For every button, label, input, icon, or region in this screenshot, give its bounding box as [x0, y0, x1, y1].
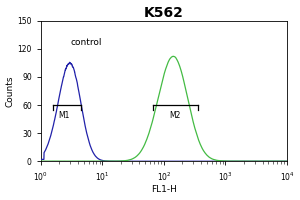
- Title: K562: K562: [144, 6, 184, 20]
- Text: M1: M1: [58, 111, 70, 120]
- Text: M2: M2: [169, 111, 181, 120]
- Y-axis label: Counts: Counts: [6, 75, 15, 107]
- X-axis label: FL1-H: FL1-H: [151, 185, 177, 194]
- Text: control: control: [70, 38, 102, 47]
